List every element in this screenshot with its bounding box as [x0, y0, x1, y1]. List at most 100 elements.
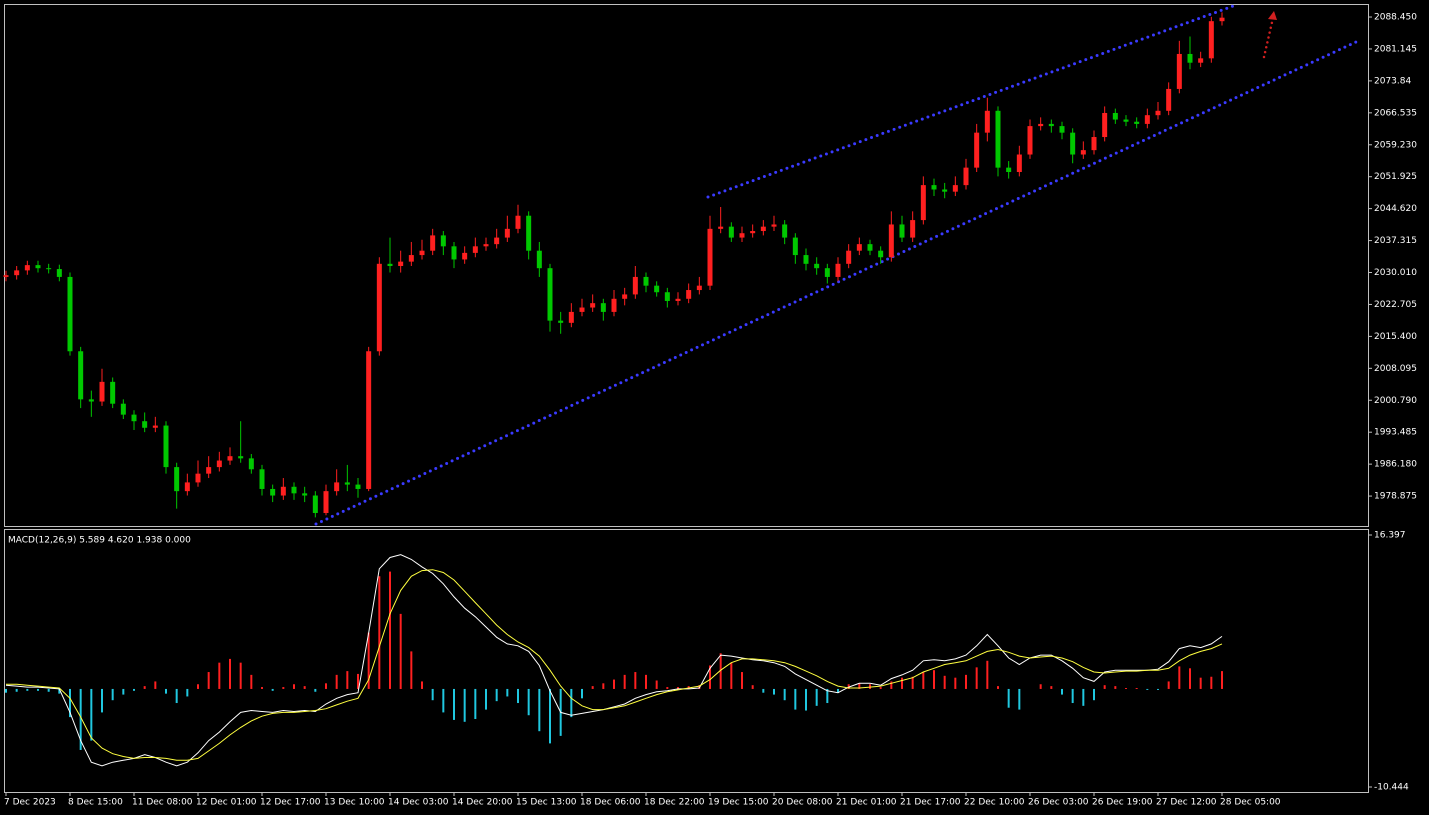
candle-body [56, 269, 62, 277]
y-tick-label: 2066.535 [1374, 108, 1417, 118]
candle-body [1176, 53, 1182, 89]
candle-body [376, 263, 382, 352]
x-tick-label: 20 Dec 08:00 [772, 798, 833, 808]
x-tick-label: 28 Dec 05:00 [1220, 798, 1281, 808]
candle-body [142, 421, 148, 428]
y-tick-label: 2000.790 [1374, 396, 1417, 406]
x-tick-label: 11 Dec 08:00 [132, 798, 193, 808]
y-tick-label: 2073.84 [1374, 76, 1411, 86]
candle-body [1112, 112, 1118, 120]
candle-body [579, 307, 585, 312]
candle-body [1038, 123, 1044, 127]
candle-body [760, 226, 766, 232]
candle-body [3, 275, 9, 277]
candle-body [99, 381, 105, 402]
x-tick-label: 12 Dec 01:00 [196, 798, 257, 808]
candle-body [1048, 123, 1054, 127]
y-tick-label: 1993.485 [1374, 428, 1417, 438]
candle-body [952, 185, 958, 192]
candle-body [1166, 88, 1172, 111]
candle-body [600, 303, 606, 312]
candle-body [1208, 21, 1214, 59]
x-tick-label: 27 Dec 12:00 [1156, 798, 1217, 808]
candle-body [291, 486, 297, 494]
candle-body [248, 458, 254, 470]
candle-body [1123, 119, 1129, 122]
x-tick-label: 18 Dec 06:00 [580, 798, 641, 808]
candle-body [344, 482, 350, 485]
candle-body [67, 276, 73, 352]
x-tick-label: 26 Dec 19:00 [1092, 798, 1153, 808]
candle-body [1027, 126, 1033, 155]
candle-body [462, 252, 468, 260]
candle-body [974, 132, 980, 168]
candle-body [888, 224, 894, 258]
candle-body [707, 228, 713, 286]
candle-body [174, 467, 180, 492]
candle-body [440, 235, 446, 247]
candle-body [110, 381, 116, 404]
candle-body [195, 473, 201, 483]
x-tick-label: 13 Dec 10:00 [324, 798, 385, 808]
macd-title: MACD(12,26,9) 5.589 4.620 1.938 0.000 [8, 536, 191, 546]
macd-panel [4, 529, 1369, 793]
candle-body [1134, 121, 1140, 124]
candle-body [643, 276, 649, 286]
candle-body [366, 351, 372, 489]
y-tick-label: -10.444 [1374, 783, 1409, 793]
candle-body [1006, 167, 1012, 173]
candle-body [238, 456, 244, 459]
y-tick-label: 2037.315 [1374, 236, 1417, 246]
candle-body [1102, 112, 1108, 138]
macd-line [6, 569, 1223, 761]
candle-body [728, 226, 734, 238]
y-tick-label: 2059.230 [1374, 140, 1417, 150]
candle-body [1070, 132, 1076, 155]
candle-body [334, 482, 340, 492]
candle-body [504, 228, 510, 238]
candle-body [451, 246, 457, 260]
candle-body [942, 189, 948, 192]
candle-body [984, 110, 990, 133]
candle-body [878, 250, 884, 258]
x-tick-label: 14 Dec 20:00 [452, 798, 513, 808]
candle-body [654, 285, 660, 293]
candle-body [856, 244, 862, 251]
candle-body [718, 226, 724, 229]
candle-body [227, 456, 233, 461]
candle-body [814, 263, 820, 269]
candle-body [803, 255, 809, 264]
candle-body [931, 185, 937, 190]
candle-body [536, 250, 542, 269]
x-tick-label: 15 Dec 13:00 [516, 798, 577, 808]
candle-body [526, 215, 532, 251]
y-tick-label: 16.397 [1374, 531, 1406, 541]
candle-body [632, 276, 638, 295]
candle-body [771, 224, 777, 227]
candle-body [270, 488, 276, 496]
x-tick-label: 26 Dec 03:00 [1028, 798, 1089, 808]
trend-arrow [1262, 16, 1275, 59]
candle-body [995, 110, 1001, 168]
candle-body [739, 233, 745, 238]
candle-body [163, 425, 169, 468]
candle-body [846, 250, 852, 264]
candle-body [302, 493, 308, 496]
x-tick-label: 14 Dec 03:00 [388, 798, 449, 808]
candle-body [750, 231, 756, 234]
candle-body [622, 294, 628, 299]
candle-body [88, 399, 94, 402]
candle-body [35, 265, 41, 269]
channel-upper [706, 3, 1238, 199]
candle-body [398, 261, 404, 266]
x-tick-label: 12 Dec 17:00 [260, 798, 321, 808]
candle-body [152, 425, 158, 428]
candle-body [963, 167, 969, 186]
candle-body [824, 268, 830, 277]
candle-body [1144, 115, 1150, 124]
candle-body [1155, 110, 1161, 116]
trend-arrow-head [1268, 11, 1277, 20]
candle-body [494, 237, 500, 245]
